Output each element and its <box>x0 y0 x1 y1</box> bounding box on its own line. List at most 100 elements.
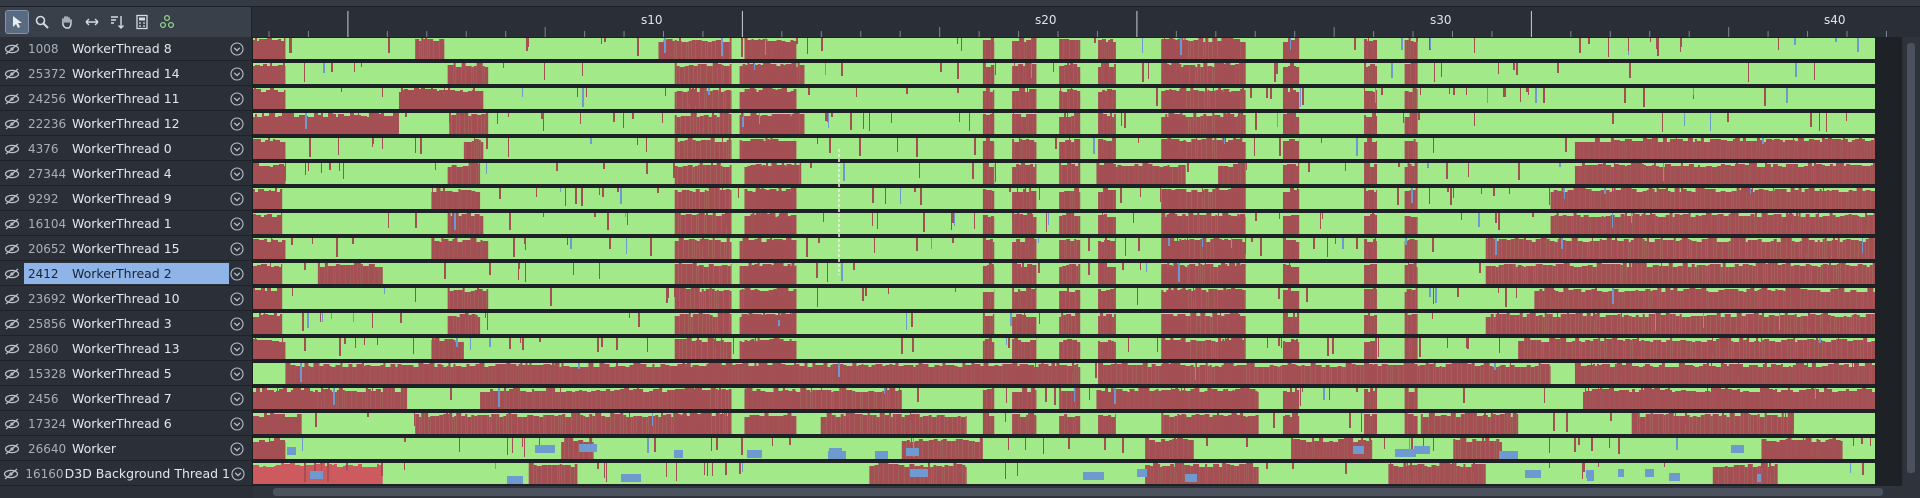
thread-row[interactable]: 1008 WorkerThread 8 <box>0 37 252 61</box>
thread-row[interactable]: 25372 WorkerThread 14 <box>0 62 252 86</box>
thread-activity-lane[interactable] <box>253 238 1875 259</box>
visibility-toggle[interactable] <box>0 387 24 410</box>
visibility-toggle[interactable] <box>0 337 24 360</box>
measure-tool-button[interactable] <box>81 11 103 33</box>
thread-row[interactable]: 2456 WorkerThread 7 <box>0 387 252 411</box>
thread-row[interactable]: 23692 WorkerThread 10 <box>0 287 252 311</box>
waiting-segment <box>1798 213 1801 234</box>
visibility-toggle[interactable] <box>0 412 24 435</box>
visibility-toggle[interactable] <box>0 187 24 210</box>
activity-spike <box>487 313 488 330</box>
horizontal-scroll-thumb[interactable] <box>273 488 1883 496</box>
visibility-toggle[interactable] <box>0 312 24 335</box>
thread-row[interactable]: 9292 WorkerThread 9 <box>0 187 252 211</box>
expand-row-button[interactable] <box>228 340 246 358</box>
expand-row-button[interactable] <box>228 365 246 383</box>
visibility-toggle[interactable] <box>0 462 21 485</box>
visibility-toggle[interactable] <box>0 262 24 285</box>
thread-activity-lane[interactable] <box>253 263 1875 284</box>
visibility-toggle[interactable] <box>0 437 24 460</box>
waiting-segment <box>764 217 768 234</box>
thread-row[interactable]: 22236 WorkerThread 12 <box>0 112 252 136</box>
expand-row-button[interactable] <box>228 265 246 283</box>
thread-row[interactable]: 15328 WorkerThread 5 <box>0 362 252 386</box>
visibility-toggle[interactable] <box>0 162 24 185</box>
expand-row-button[interactable] <box>228 240 246 258</box>
thread-activity-lane[interactable] <box>253 388 1875 409</box>
waiting-segment <box>705 289 710 309</box>
waiting-segment <box>268 315 274 334</box>
waiting-segment <box>267 38 272 59</box>
thread-activity-lane[interactable] <box>253 63 1875 84</box>
expand-row-button[interactable] <box>228 190 246 208</box>
thread-row[interactable]: 16104 WorkerThread 1 <box>0 212 252 236</box>
waiting-segment <box>1282 216 1287 234</box>
thread-row[interactable]: 26640 Worker <box>0 437 252 461</box>
thread-row[interactable]: 20652 WorkerThread 15 <box>0 237 252 261</box>
thread-activity-lane[interactable] <box>253 438 1875 459</box>
expand-row-button[interactable] <box>228 90 246 108</box>
thread-row[interactable]: 27344 WorkerThread 4 <box>0 162 252 186</box>
waiting-segment <box>1487 417 1491 434</box>
expand-row-button[interactable] <box>228 115 246 133</box>
thread-row[interactable]: 17324 WorkerThread 6 <box>0 412 252 436</box>
visibility-toggle[interactable] <box>0 237 24 260</box>
visibility-toggle[interactable] <box>0 362 24 385</box>
visibility-toggle[interactable] <box>0 212 24 235</box>
expand-row-button[interactable] <box>230 465 246 483</box>
zoom-tool-button[interactable] <box>31 11 53 33</box>
thread-activity-lane[interactable] <box>253 138 1875 159</box>
horizontal-scrollbar[interactable] <box>253 486 1920 498</box>
expand-row-button[interactable] <box>228 290 246 308</box>
thread-activity-lane[interactable] <box>253 163 1875 184</box>
thread-row[interactable]: 25856 WorkerThread 3 <box>0 312 252 336</box>
visibility-toggle[interactable] <box>0 137 24 160</box>
thread-row[interactable]: 4376 WorkerThread 0 <box>0 137 252 161</box>
expand-row-button[interactable] <box>228 165 246 183</box>
thread-activity-lane[interactable] <box>253 363 1875 384</box>
thread-row[interactable]: 2412 WorkerThread 2 <box>0 262 252 286</box>
thread-activity-timeline[interactable] <box>253 37 1902 486</box>
thread-row[interactable]: 2860 WorkerThread 13 <box>0 337 252 361</box>
visibility-toggle[interactable] <box>0 112 24 135</box>
thread-activity-lane[interactable] <box>253 213 1875 234</box>
waiting-segment <box>1292 90 1296 109</box>
waiting-segment <box>1833 265 1837 284</box>
visibility-toggle[interactable] <box>0 37 24 60</box>
visibility-toggle[interactable] <box>0 62 24 85</box>
thread-activity-lane[interactable] <box>253 338 1875 359</box>
waiting-segment <box>1107 267 1111 284</box>
thread-activity-lane[interactable] <box>253 463 1875 484</box>
calculator-button[interactable] <box>131 11 153 33</box>
thread-activity-lane[interactable] <box>253 38 1875 59</box>
visibility-toggle[interactable] <box>0 287 24 310</box>
thread-activity-lane[interactable] <box>253 313 1875 334</box>
waiting-segment <box>482 66 485 84</box>
waiting-segment <box>1658 365 1662 384</box>
expand-row-button[interactable] <box>228 390 246 408</box>
thread-row[interactable]: 24256 WorkerThread 11 <box>0 87 252 111</box>
waiting-segment <box>1071 264 1077 284</box>
thread-row[interactable]: 16160 D3D Background Thread 1 <box>0 462 252 486</box>
expand-row-button[interactable] <box>228 315 246 333</box>
thread-activity-lane[interactable] <box>253 288 1875 309</box>
vertical-scroll-thumb[interactable] <box>1907 43 1915 473</box>
expand-row-button[interactable] <box>228 415 246 433</box>
thread-activity-lane[interactable] <box>253 188 1875 209</box>
time-ruler[interactable]: s10 s20 s30 s40 <box>253 7 1920 38</box>
pan-tool-button[interactable] <box>56 11 78 33</box>
thread-groups-button[interactable] <box>156 11 178 33</box>
sort-button[interactable] <box>106 11 128 33</box>
waiting-segment <box>624 388 630 409</box>
visibility-toggle[interactable] <box>0 87 24 110</box>
expand-row-button[interactable] <box>228 440 246 458</box>
expand-row-button[interactable] <box>228 215 246 233</box>
select-tool-button[interactable] <box>5 10 29 34</box>
thread-activity-lane[interactable] <box>253 88 1875 109</box>
thread-activity-lane[interactable] <box>253 413 1875 434</box>
expand-row-button[interactable] <box>228 140 246 158</box>
expand-row-button[interactable] <box>228 65 246 83</box>
thread-activity-lane[interactable] <box>253 113 1875 134</box>
expand-row-button[interactable] <box>228 40 246 58</box>
vertical-scrollbar[interactable] <box>1903 37 1920 486</box>
